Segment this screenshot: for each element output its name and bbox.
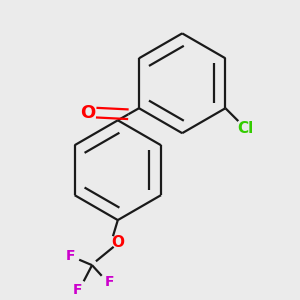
Text: O: O [80, 103, 96, 122]
Text: O: O [111, 235, 124, 250]
Text: Cl: Cl [238, 121, 254, 136]
Text: F: F [73, 283, 83, 297]
Text: F: F [104, 275, 114, 289]
Text: F: F [66, 248, 76, 262]
